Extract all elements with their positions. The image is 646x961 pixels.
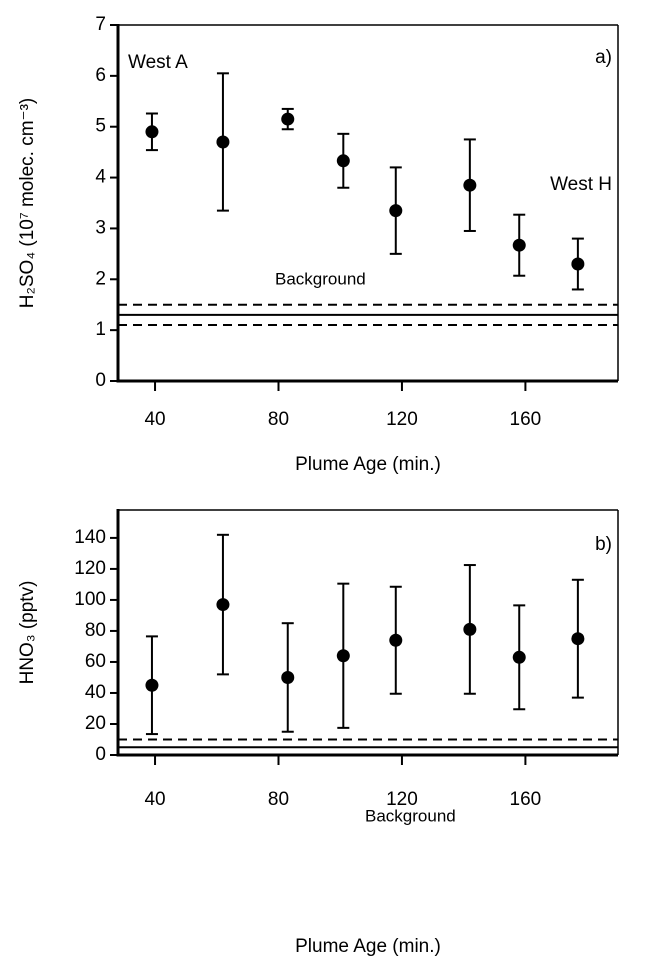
y-tick-label: 6 [95, 65, 106, 86]
data-point [512, 238, 526, 252]
x-tick-label: 80 [268, 409, 289, 430]
x-tick-label: 40 [144, 409, 165, 430]
data-point [145, 678, 159, 692]
data-point [571, 257, 585, 271]
y-tick-label: 20 [85, 713, 106, 734]
x-tick-label: 80 [268, 789, 289, 810]
y-tick-label: 4 [95, 167, 106, 188]
x-axis-label: Plume Age (min.) [295, 936, 441, 957]
data-point [571, 632, 585, 646]
x-tick-label: 120 [386, 409, 418, 430]
y-tick-label: 100 [74, 589, 106, 610]
y-tick-label: 7 [95, 14, 106, 35]
data-point [336, 649, 350, 663]
x-tick-label: 120 [386, 789, 418, 810]
data-point [389, 633, 403, 647]
y-tick-label: 140 [74, 527, 106, 548]
data-point [281, 670, 295, 684]
data-point [281, 112, 295, 126]
x-axis-label: Plume Age (min.) [295, 454, 441, 475]
y-tick-label: 80 [85, 620, 106, 641]
data-point [463, 178, 477, 192]
panel-label: b) [595, 534, 612, 555]
y-tick-label: 0 [95, 744, 106, 765]
x-tick-label: 160 [510, 789, 542, 810]
annotation: West H [550, 174, 612, 195]
background-label: Background [365, 806, 456, 825]
data-point [463, 622, 477, 636]
background-label: Background [275, 269, 366, 288]
y-tick-label: 2 [95, 268, 106, 289]
y-tick-label: 3 [95, 217, 106, 238]
y-tick-label: 60 [85, 651, 106, 672]
y-tick-label: 5 [95, 116, 106, 137]
data-point [216, 135, 230, 149]
x-tick-label: 40 [144, 789, 165, 810]
y-axis-label: HNO₃ (pptv) [17, 581, 38, 685]
data-point [145, 125, 159, 139]
data-point [336, 154, 350, 168]
y-axis-label: H₂SO₄ (10⁷ molec. cm⁻³) [17, 98, 38, 308]
x-tick-label: 160 [510, 409, 542, 430]
data-point [216, 598, 230, 612]
y-tick-label: 1 [95, 319, 106, 340]
y-tick-label: 120 [74, 558, 106, 579]
data-point [389, 204, 403, 218]
data-point [512, 650, 526, 664]
annotation: West A [128, 52, 188, 73]
y-tick-label: 0 [95, 370, 106, 391]
panel-label: a) [595, 47, 612, 68]
y-tick-label: 40 [85, 682, 106, 703]
